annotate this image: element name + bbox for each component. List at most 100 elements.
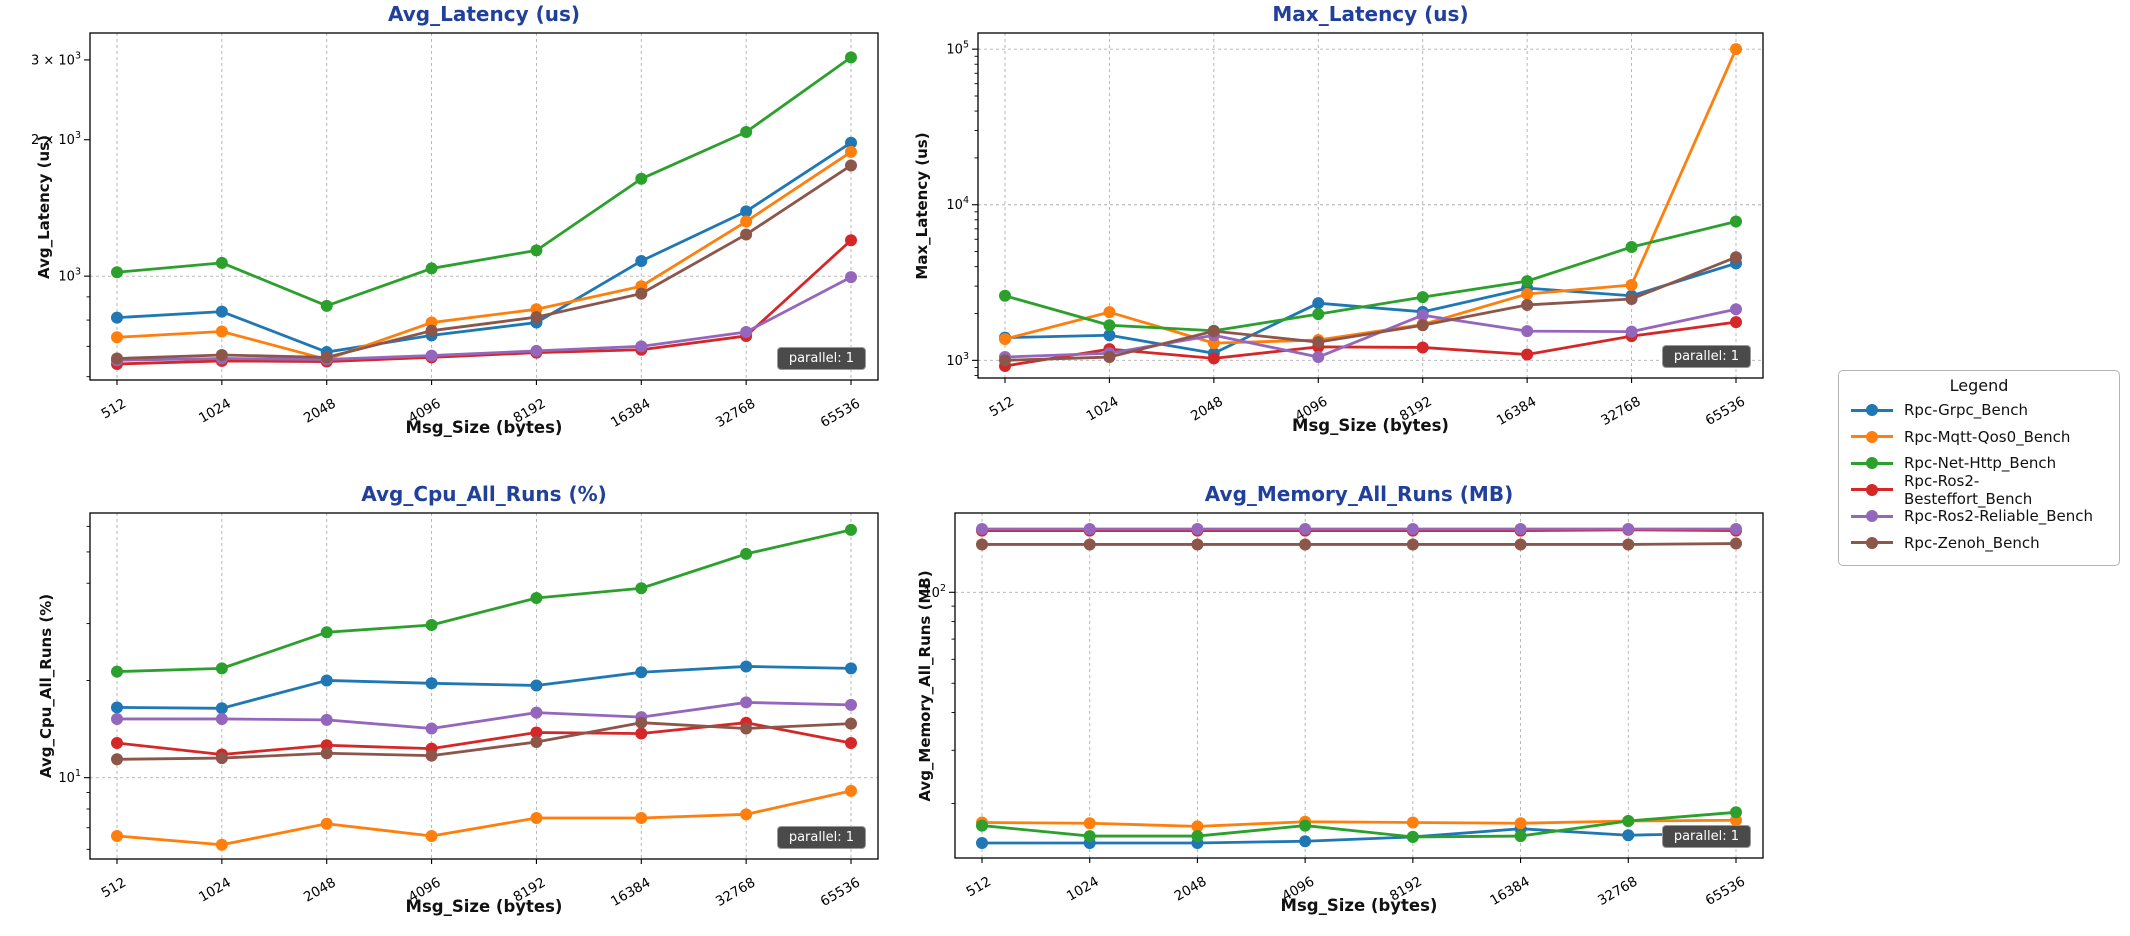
- data-point: [740, 205, 753, 218]
- data-point: [111, 737, 123, 750]
- data-point: [845, 784, 857, 797]
- data-point: [530, 735, 543, 748]
- data-point: [976, 538, 988, 551]
- data-point: [1103, 306, 1116, 319]
- panel-title: Max_Latency (us): [1272, 2, 1469, 26]
- data-point: [111, 753, 123, 766]
- x-tick-label: 1024: [1064, 874, 1102, 905]
- data-point: [1103, 329, 1116, 342]
- data-point: [1625, 292, 1638, 305]
- data-point: [845, 698, 857, 711]
- data-point: [1191, 522, 1204, 535]
- data-point: [425, 618, 438, 631]
- data-point: [740, 325, 753, 338]
- legend-swatch-icon: [1851, 456, 1893, 470]
- legend-item: Rpc-Mqtt-Qos0_Bench: [1851, 424, 2107, 451]
- data-point: [1622, 814, 1635, 827]
- data-point: [320, 817, 333, 830]
- data-point: [1312, 308, 1325, 321]
- data-point: [1191, 538, 1204, 551]
- x-axis-label: Msg_Size (bytes): [405, 418, 563, 437]
- data-point: [740, 228, 753, 241]
- data-point: [425, 749, 438, 762]
- y-axis-label: Avg_Memory_All_Runs (MB): [916, 569, 934, 802]
- series-Rpc-Grpc_Bench: [111, 136, 857, 359]
- data-point: [1622, 538, 1635, 551]
- legend-item-label: Rpc-Ros2-Besteffort_Bench: [1904, 471, 2033, 508]
- legend: Legend Rpc-Grpc_Bench Rpc-Mqtt-Qos0_Bench…: [1838, 370, 2120, 566]
- x-tick-label: 512: [964, 874, 994, 901]
- data-point: [845, 51, 857, 64]
- x-tick-label: 65536: [1703, 874, 1748, 909]
- data-point: [320, 626, 333, 639]
- data-point: [740, 215, 753, 228]
- data-point: [425, 677, 438, 690]
- data-point: [1191, 830, 1204, 843]
- legend-item-label: Rpc-Mqtt-Qos0_Bench: [1904, 427, 2071, 446]
- data-point: [845, 136, 857, 149]
- data-point: [1514, 522, 1527, 535]
- data-point: [1299, 522, 1312, 535]
- grid-lines: [978, 33, 1763, 378]
- legend-item-label: Rpc-Zenoh_Bench: [1904, 533, 2040, 552]
- data-point: [1514, 538, 1527, 551]
- data-point: [530, 679, 543, 692]
- data-point: [215, 838, 228, 851]
- data-point: [635, 340, 648, 353]
- data-point: [845, 662, 857, 675]
- data-point: [1312, 336, 1325, 349]
- y-ticks: 102: [923, 583, 955, 804]
- data-point: [111, 665, 123, 678]
- data-point: [1730, 806, 1742, 819]
- data-point: [215, 702, 228, 715]
- data-point: [1207, 325, 1220, 338]
- data-point: [215, 712, 228, 725]
- data-point: [1083, 522, 1096, 535]
- data-point: [1103, 319, 1116, 332]
- data-point: [425, 349, 438, 362]
- data-point: [320, 674, 333, 687]
- data-point: [111, 266, 123, 279]
- data-point: [320, 299, 333, 312]
- legend-item: Rpc-Grpc_Bench: [1851, 397, 2107, 424]
- data-point: [1622, 829, 1635, 842]
- y-tick-label: 105: [946, 40, 969, 58]
- data-point: [1625, 325, 1638, 338]
- legend-item: Rpc-Ros2-Reliable_Bench: [1851, 503, 2107, 530]
- legend-item-label: Rpc-Grpc_Bench: [1904, 401, 2028, 420]
- data-point: [111, 829, 123, 842]
- legend-item: Rpc-Ros2-Besteffort_Bench: [1851, 472, 2107, 508]
- y-tick-label: 3 × 103: [31, 50, 81, 68]
- y-ticks: 101: [58, 525, 90, 850]
- data-point: [1406, 816, 1419, 829]
- data-point: [1730, 522, 1742, 535]
- data-point: [530, 812, 543, 825]
- series-Rpc-Mqtt-Qos0_Bench: [111, 784, 857, 851]
- data-point: [1416, 341, 1429, 354]
- data-point: [1207, 352, 1220, 365]
- data-point: [635, 255, 648, 268]
- parallel-badge: parallel: 1: [1661, 825, 1751, 848]
- data-point: [1406, 538, 1419, 551]
- parallel-badge: parallel: 1: [776, 347, 866, 370]
- data-point: [740, 547, 753, 560]
- y-tick-label: 102: [923, 583, 946, 601]
- data-point: [635, 582, 648, 595]
- data-point: [111, 712, 123, 725]
- data-point: [1083, 538, 1096, 551]
- data-point: [1191, 820, 1204, 833]
- legend-swatch-icon: [1851, 430, 1893, 444]
- data-point: [976, 819, 988, 832]
- data-point: [1103, 351, 1116, 364]
- data-point: [1730, 43, 1742, 56]
- data-point: [976, 836, 988, 849]
- x-tick-label: 2048: [1172, 874, 1210, 905]
- data-point: [320, 351, 333, 364]
- data-point: [530, 244, 543, 257]
- y-tick-label: 103: [946, 351, 969, 369]
- data-point: [1521, 275, 1534, 288]
- series-Rpc-Net-Http_Bench: [111, 523, 857, 678]
